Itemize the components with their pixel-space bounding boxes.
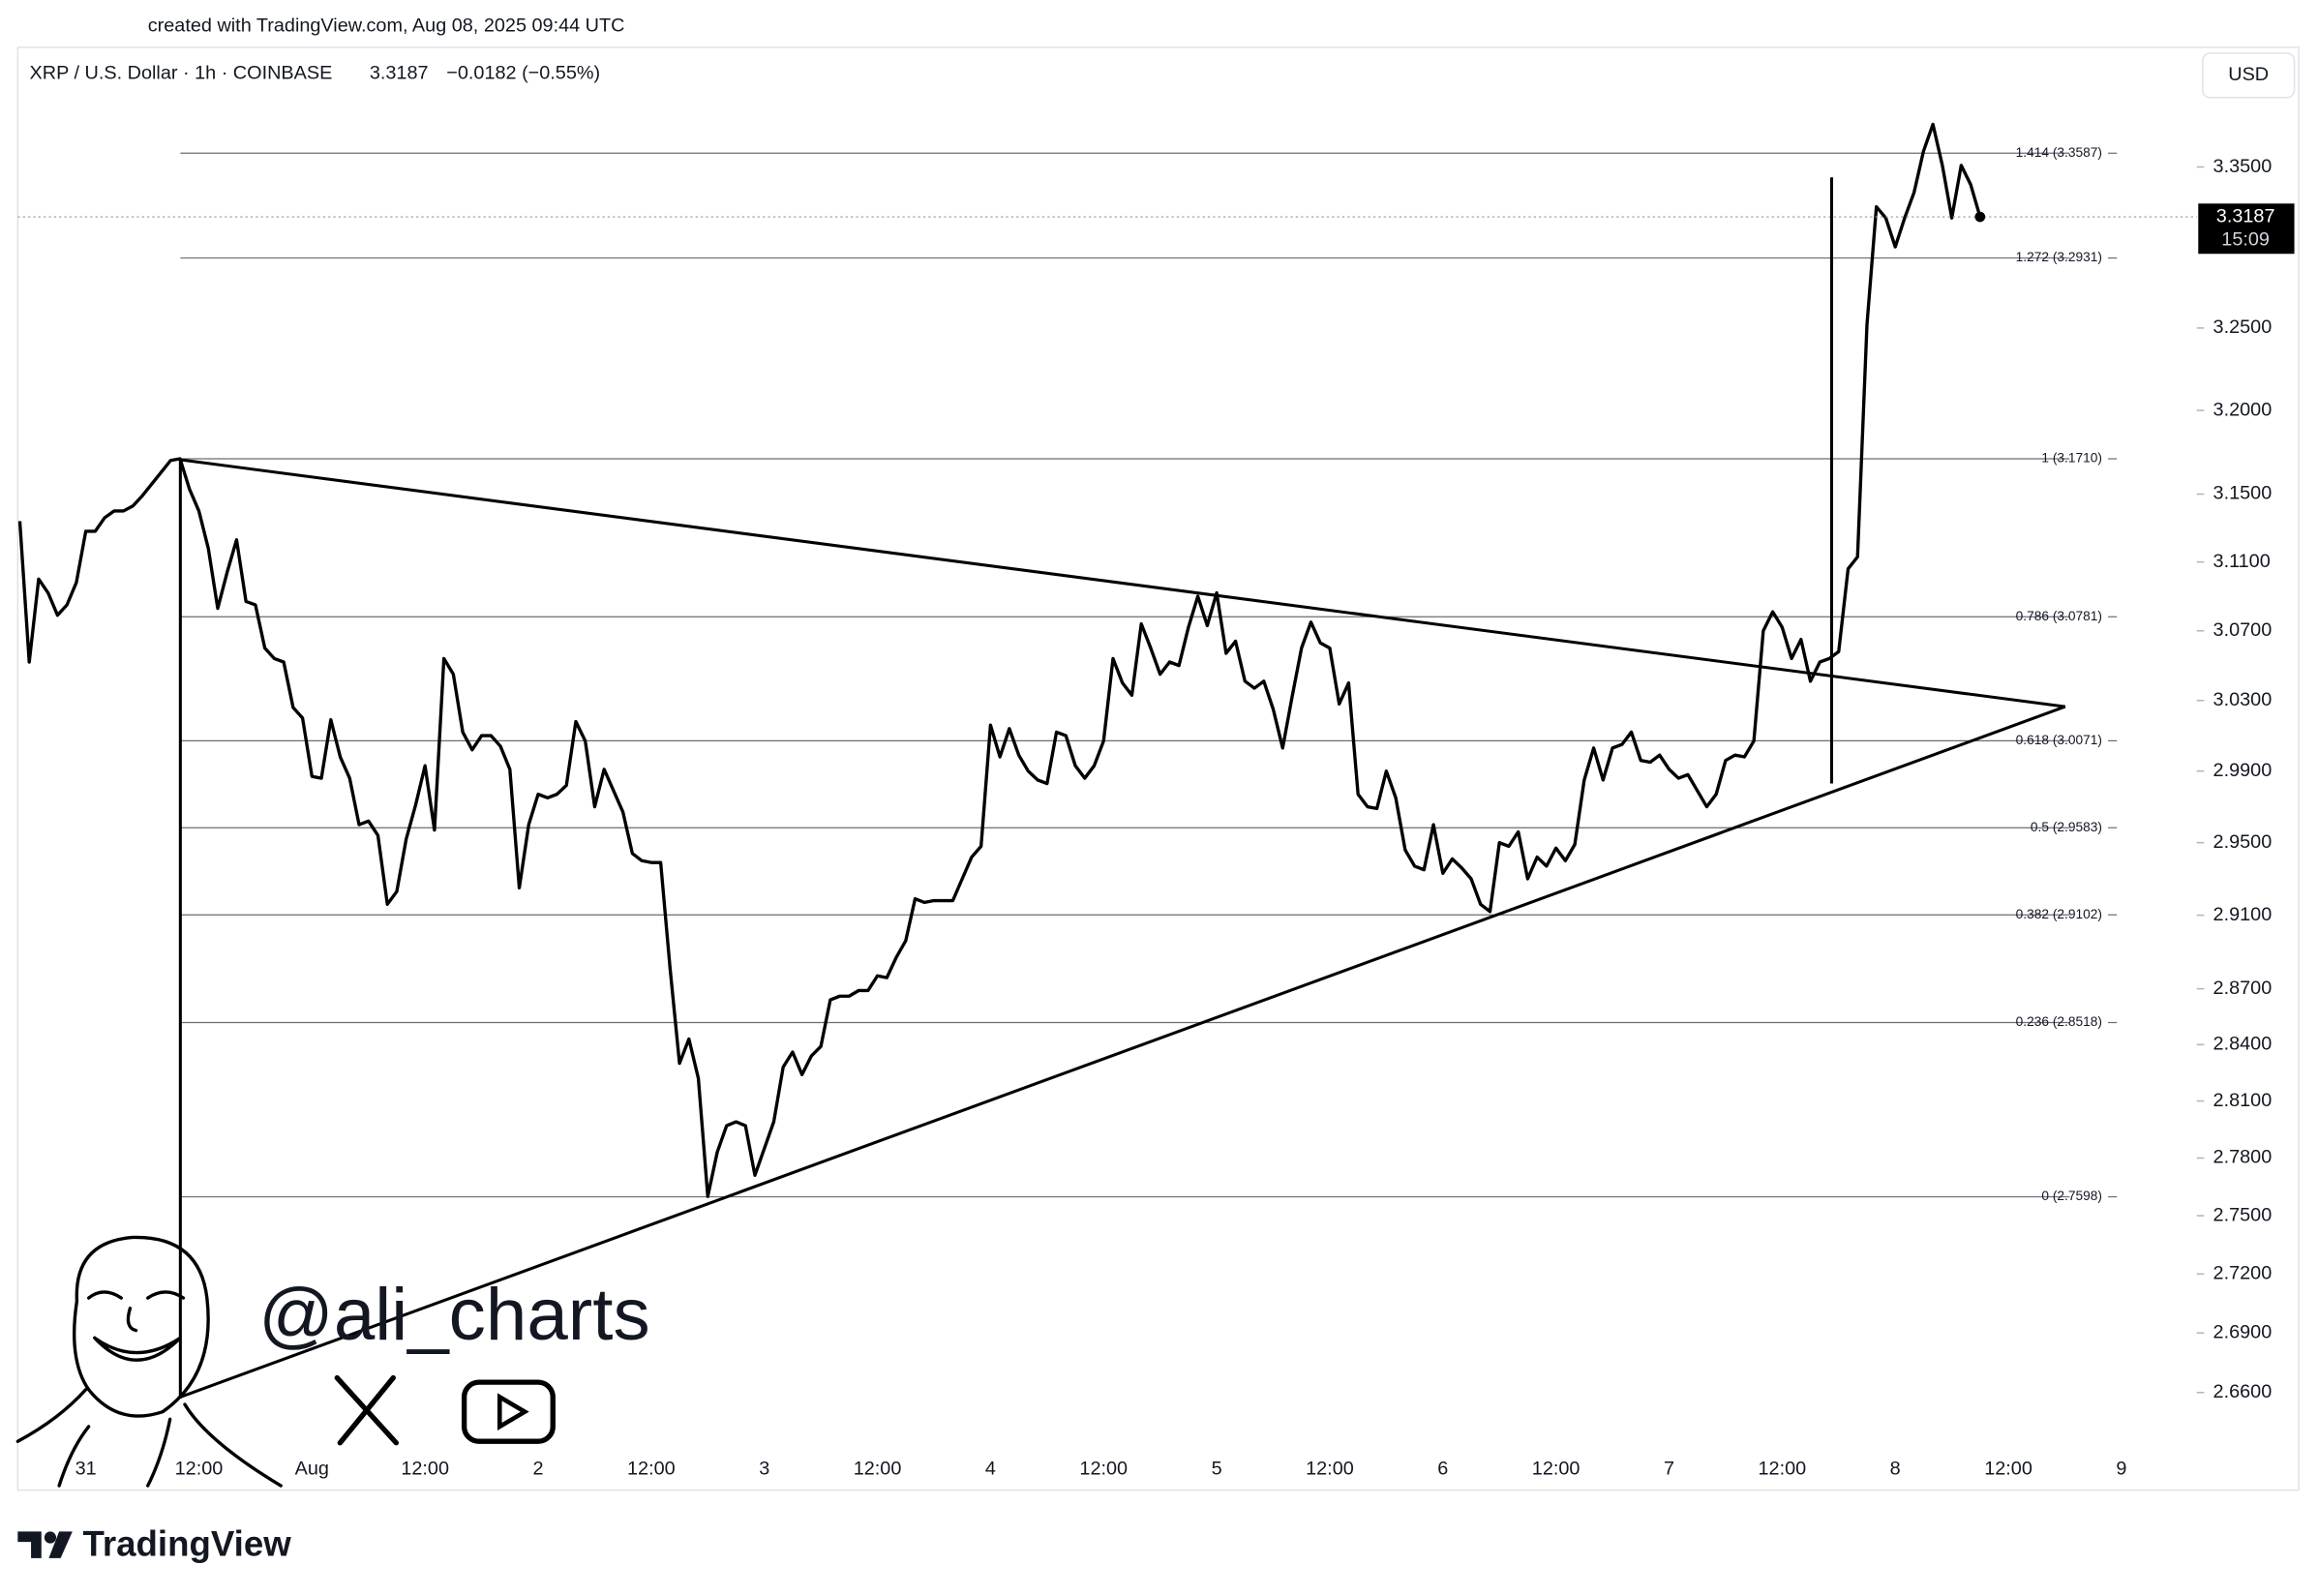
symbol-title: XRP / U.S. Dollar · 1h · COINBASE — [30, 63, 333, 84]
x-tick-label: 12:00 — [1079, 1459, 1128, 1480]
x-tick-label: 5 — [1212, 1459, 1222, 1480]
last-price-label: 3.3187 — [2216, 205, 2275, 226]
x-tick-label: 12:00 — [1532, 1459, 1580, 1480]
x-tick-label: 9 — [2116, 1459, 2126, 1480]
x-tick-label: Aug — [295, 1459, 329, 1480]
author-avatar — [15, 1235, 283, 1488]
y-tick-label: 3.0700 — [2213, 619, 2273, 641]
x-tick-label: 12:00 — [1306, 1459, 1354, 1480]
y-tick-label: 2.7200 — [2213, 1263, 2273, 1284]
symbol-change: −0.0182 (−0.55%) — [446, 63, 600, 84]
y-tick-label: 3.1100 — [2213, 551, 2271, 572]
fib-label: 0.786 (3.0781) — [2016, 609, 2102, 623]
support-trendline — [179, 705, 2066, 1399]
header-note: created with TradingView.com, Aug 08, 20… — [148, 15, 625, 37]
watermark-handle: @ali_charts — [258, 1274, 649, 1356]
y-tick-label: 2.6600 — [2213, 1381, 2273, 1402]
x-tick-label: 12:00 — [401, 1459, 449, 1480]
countdown-label: 15:09 — [2221, 229, 2270, 251]
currency-label[interactable]: USD — [2228, 64, 2269, 85]
x-logo — [334, 1374, 400, 1446]
fib-label: 0.618 (3.0071) — [2016, 733, 2102, 747]
currency-button[interactable] — [2202, 52, 2296, 99]
x-tick-label: 12:00 — [175, 1459, 224, 1480]
y-tick-label: 2.9100 — [2213, 904, 2273, 925]
youtube-logo — [461, 1379, 556, 1444]
fib-label: 0.5 (2.9583) — [2031, 820, 2102, 834]
y-tick-label: 2.8700 — [2213, 978, 2273, 999]
fib-levels: 1.414 (3.3587) 1.272 (3.2931) 1 (3.1710) 0.… — [180, 145, 2118, 1203]
fib-label: 1.272 (3.2931) — [2016, 250, 2102, 264]
chart-frame — [16, 46, 2300, 1491]
brand-logo — [17, 1531, 73, 1558]
plot: 3.3187 15:09 — [17, 122, 2295, 1198]
x-tick-label: 8 — [1890, 1459, 1901, 1480]
y-tick-label: 2.6900 — [2213, 1321, 2273, 1342]
x-tick-label: 12:00 — [627, 1459, 676, 1480]
y-tick-label: 2.8100 — [2213, 1090, 2273, 1111]
last-price-dot — [1974, 211, 1986, 223]
y-tick-label: 3.1500 — [2213, 483, 2273, 504]
last-price-box — [2198, 203, 2295, 255]
y-tick-label: 2.8400 — [2213, 1034, 2273, 1055]
fib-label: 0 (2.7598) — [2041, 1189, 2102, 1203]
resistance-trendline — [180, 458, 2066, 708]
x-tick-label: 31 — [75, 1459, 97, 1480]
y-tick-label: 3.2000 — [2213, 399, 2273, 420]
brand-name: TradingView — [83, 1523, 292, 1563]
fib-label: 0.236 (2.8518) — [2016, 1014, 2102, 1029]
y-tick-label: 3.2500 — [2213, 316, 2273, 338]
y-tick-label: 2.7800 — [2213, 1147, 2273, 1168]
fib-label: 0.382 (2.9102) — [2016, 907, 2102, 921]
x-tick-label: 3 — [759, 1459, 769, 1480]
x-tick-label: 7 — [1664, 1459, 1674, 1480]
x-tick-label: 12:00 — [1759, 1459, 1807, 1480]
x-tick-label: 12:00 — [1984, 1459, 2032, 1480]
x-tick-label: 2 — [532, 1459, 543, 1480]
price-line — [17, 122, 1982, 1198]
y-tick-label: 2.9900 — [2213, 760, 2273, 781]
y-tick-label: 3.3500 — [2213, 156, 2273, 177]
fib-label: 1 (3.1710) — [2041, 451, 2102, 466]
symbol-price: 3.3187 — [370, 63, 429, 84]
fib-label: 1.414 (3.3587) — [2016, 145, 2102, 160]
y-tick-label: 3.0300 — [2213, 689, 2273, 710]
x-tick-label: 6 — [1437, 1459, 1448, 1480]
x-tick-label: 12:00 — [854, 1459, 902, 1480]
y-tick-label: 2.7500 — [2213, 1204, 2273, 1225]
x-tick-label: 4 — [985, 1459, 996, 1480]
y-tick-label: 2.9500 — [2213, 831, 2273, 853]
